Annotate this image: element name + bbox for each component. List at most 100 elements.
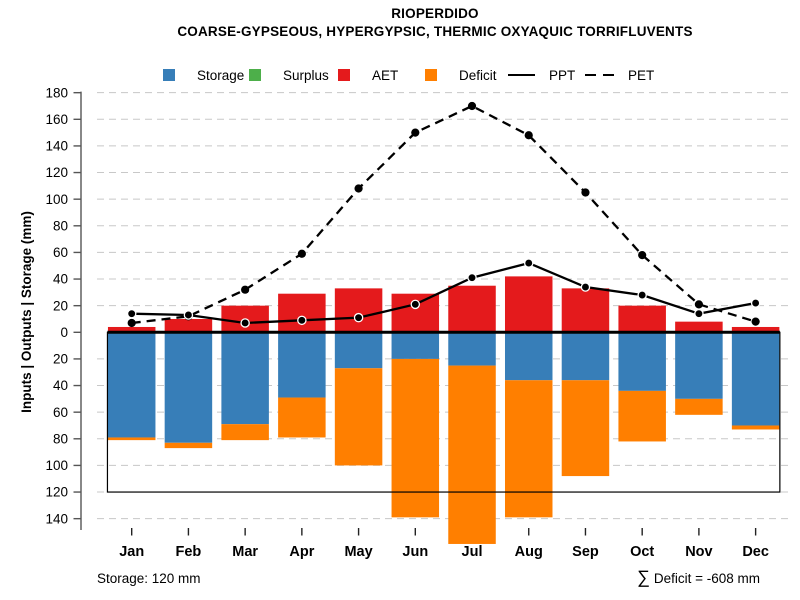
deficit-bar-jun xyxy=(391,358,440,518)
ppt-point-dec xyxy=(750,298,761,308)
y-axis-title: Inputs | Outputs | Storage (mm) xyxy=(19,211,34,413)
pet-point-jul xyxy=(467,101,477,111)
aet-bar-apr xyxy=(278,293,326,333)
x-ticks xyxy=(130,528,757,536)
bars xyxy=(107,276,780,544)
y-tick-label: 180 xyxy=(45,85,68,100)
month-label-mar: Mar xyxy=(232,544,258,560)
y-tick-label: 80 xyxy=(53,218,68,233)
pet-line xyxy=(127,101,760,328)
pet-point-dec xyxy=(751,317,760,326)
aet-bar-oct xyxy=(618,305,666,333)
aet-bar-dec xyxy=(731,326,780,333)
aet-bar-sep xyxy=(561,288,610,333)
month-label-oct: Oct xyxy=(630,544,654,560)
storage-bar-may xyxy=(334,332,383,369)
storage-bar-mar xyxy=(221,332,269,425)
y-tick-label: 100 xyxy=(45,192,68,207)
ppt-point-feb xyxy=(183,310,194,320)
month-label-may: May xyxy=(344,544,372,560)
pet-point-sep xyxy=(581,188,590,197)
gridlines xyxy=(97,92,788,520)
pet-point-mar xyxy=(241,285,250,294)
storage-bar-apr xyxy=(278,332,326,398)
deficit-bar-may xyxy=(334,368,383,466)
aet-bar-jan xyxy=(107,326,156,333)
y-tick-label: 60 xyxy=(53,245,68,260)
ppt-point-aug xyxy=(523,258,534,268)
storage-capacity-box xyxy=(106,330,781,493)
storage-bar-feb xyxy=(164,332,213,443)
aet-bar-may xyxy=(334,288,383,333)
pet-point-jan xyxy=(127,318,136,328)
pet-point-may xyxy=(354,184,363,193)
month-label-nov: Nov xyxy=(685,544,712,560)
month-label-dec: Dec xyxy=(742,544,769,560)
aet-bar-jul xyxy=(448,285,496,333)
pet-point-oct xyxy=(638,250,647,260)
ppt-line xyxy=(126,258,761,328)
aet-bar-nov xyxy=(675,321,723,333)
ppt-point-mar xyxy=(240,318,250,328)
ppt-point-jul xyxy=(467,272,477,283)
deficit-bar-nov xyxy=(675,398,723,415)
ppt-point-apr xyxy=(297,315,307,326)
month-label-jan: Jan xyxy=(119,544,144,560)
chart-title: RIOPERDIDO xyxy=(391,6,479,21)
y-tick-label: 20 xyxy=(53,352,68,367)
y-tick-label: 60 xyxy=(53,405,68,420)
deficit-bar-mar xyxy=(221,424,269,441)
y-tick-label: 0 xyxy=(60,325,68,340)
storage-bar-nov xyxy=(675,332,723,399)
title-block: RIOPERDIDO COARSE-GYPSEOUS, HYPERGYPSIC,… xyxy=(70,6,800,39)
y-tick-label: 40 xyxy=(53,272,68,287)
y-tick-label: 120 xyxy=(45,165,68,180)
deficit-total-note: ∑ Deficit = -608 mm xyxy=(637,567,760,588)
storage-bar-aug xyxy=(504,332,553,381)
storage-bar-dec xyxy=(731,332,780,426)
aet-bar-jun xyxy=(391,293,440,333)
y-tick-label: 80 xyxy=(53,431,68,446)
y-tick-label: 160 xyxy=(45,112,68,127)
y-axis: 180 160 140 120 100 80 60 40 20 0 20 40 60 80 100 120 14… xyxy=(19,85,82,530)
ppt-point-oct xyxy=(637,290,647,300)
y-tick-label: 100 xyxy=(45,458,68,473)
storage-note: Storage: 120 mm xyxy=(97,571,201,586)
deficit-bar-jan xyxy=(107,437,156,441)
sigma-symbol: ∑ xyxy=(637,567,650,587)
month-label-feb: Feb xyxy=(176,544,202,560)
deficit-bar-apr xyxy=(278,397,326,438)
storage-bar-jul xyxy=(448,332,496,366)
ppt-point-jan xyxy=(126,308,137,319)
y-tick-label: 140 xyxy=(45,511,68,526)
month-label-jun: Jun xyxy=(402,544,428,560)
ppt-point-nov xyxy=(694,308,704,319)
month-label-aug: Aug xyxy=(515,544,543,560)
deficit-bar-oct xyxy=(618,390,666,442)
storage-bar-jan xyxy=(107,332,156,438)
deficit-bar-dec xyxy=(731,425,780,430)
pet-point-nov xyxy=(694,300,704,309)
aet-bar-feb xyxy=(164,318,213,333)
deficit-bar-aug xyxy=(504,380,553,518)
y-tick-label: 20 xyxy=(53,298,68,313)
ppt-point-jun xyxy=(410,299,421,310)
y-tick-label: 120 xyxy=(45,485,68,500)
pet-point-jun xyxy=(411,128,420,137)
ppt-point-sep xyxy=(580,282,591,292)
aet-bar-aug xyxy=(504,276,553,333)
deficit-bar-jul xyxy=(448,365,496,544)
ppt-point-may xyxy=(353,312,364,323)
storage-bar-oct xyxy=(618,332,666,391)
month-label-jul: Jul xyxy=(462,544,483,560)
pet-point-apr xyxy=(297,249,306,258)
x-labels: Jan Feb Mar Apr May Jun Jul Aug Sep Oct Nov Dec xyxy=(119,544,769,560)
y-tick-label: 40 xyxy=(53,378,68,393)
month-label-apr: Apr xyxy=(289,544,314,560)
month-label-sep: Sep xyxy=(572,544,599,560)
storage-bar-sep xyxy=(561,332,610,381)
chart-subtitle: COARSE-GYPSEOUS, HYPERGYPSIC, THERMIC OX… xyxy=(177,24,693,39)
y-tick-label: 140 xyxy=(45,139,68,154)
